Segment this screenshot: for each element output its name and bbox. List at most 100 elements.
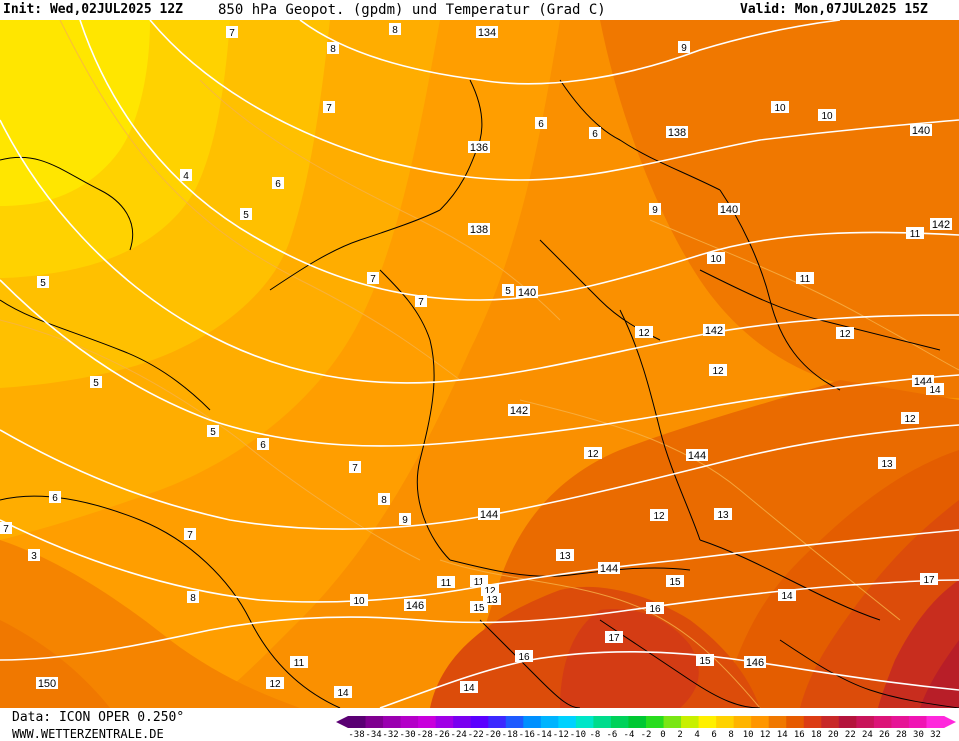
temperature-label: 14 [926,383,944,396]
legend-swatch [523,716,542,728]
temperature-label: 8 [378,493,390,506]
legend-tick-label: 4 [694,730,700,740]
legend-tick-label: -38 [348,730,365,740]
legend-tick-label: -18 [501,730,518,740]
temperature-label: 11 [437,576,455,589]
legend-tick-label: -30 [399,730,416,740]
svg-text:14: 14 [463,683,475,694]
svg-text:5: 5 [93,378,99,389]
temperature-label: 13 [714,508,732,521]
legend-swatch [505,716,524,728]
svg-text:144: 144 [600,563,618,575]
geopotential-label: 134 [476,26,498,39]
svg-text:13: 13 [559,551,571,562]
legend-swatch [435,716,454,728]
svg-text:6: 6 [592,129,598,140]
svg-text:7: 7 [370,274,376,285]
svg-text:150: 150 [38,678,56,690]
geopotential-label: 144 [686,449,708,462]
legend-tick-label: -22 [467,730,484,740]
temperature-label: 7 [184,528,196,541]
geopotential-label-group: 134 136 138 138 140 140 140 142 142 142 … [36,26,952,690]
svg-text:5: 5 [243,210,249,221]
legend-tick-label: -26 [433,730,450,740]
temperature-label: 17 [605,631,623,644]
geopotential-label: 146 [404,599,426,612]
svg-text:12: 12 [712,366,724,377]
legend-swatch [383,716,402,728]
legend-tick-label: 30 [913,730,924,740]
svg-text:12: 12 [653,511,665,522]
temperature-label: 9 [678,41,690,54]
temperature-label: 12 [266,677,284,690]
svg-text:10: 10 [353,596,365,607]
temperature-label: 13 [483,593,501,606]
temperature-label: 5 [90,376,102,389]
legend-tick-label: -32 [382,730,399,740]
temperature-label: 10 [350,594,368,607]
legend-tick-label: 20 [827,730,839,740]
svg-text:12: 12 [904,414,916,425]
temperature-label: 7 [367,272,379,285]
legend-swatch [856,716,875,728]
svg-text:17: 17 [608,633,620,644]
svg-text:142: 142 [932,219,950,231]
temperature-label: 15 [666,575,684,588]
header: Init: Wed,02JUL2025 12Z 850 hPa Geopot. … [0,0,959,20]
legend-swatch [488,716,507,728]
temperature-label: 7 [349,461,361,474]
temperature-label: 12 [836,327,854,340]
temperature-isolines [0,20,959,708]
geopotential-label: 140 [516,286,538,299]
svg-text:10: 10 [821,111,833,122]
legend-swatch [628,716,647,728]
legend-swatch [610,716,629,728]
temperature-label: 12 [709,364,727,377]
temperature-label: 6 [535,117,547,130]
svg-text:11: 11 [294,658,305,669]
svg-text:140: 140 [518,287,536,299]
temperature-label: 7 [323,101,335,114]
temperature-label: 6 [272,177,284,190]
legend-tick-label: -10 [569,730,587,740]
valid-time: Valid: Mon,07JUL2025 15Z [740,2,928,17]
geopotential-label: 150 [36,677,58,690]
legend-swatch [768,716,787,728]
legend-tick-label: 0 [660,730,666,740]
svg-text:16: 16 [649,604,661,615]
temperature-label: 11 [796,272,814,285]
svg-text:12: 12 [484,586,496,597]
legend-swatch [803,716,822,728]
svg-text:6: 6 [275,179,281,190]
legend-tick-label: 6 [711,730,717,740]
svg-text:14: 14 [781,591,793,602]
temperature-label: 3 [28,549,40,562]
geopotential-label: 146 [744,656,766,669]
geopotential-label: 144 [598,562,620,575]
svg-text:5: 5 [40,278,46,289]
legend-tick-label: 26 [878,730,890,740]
geopotential-label: 142 [703,324,725,337]
temperature-label: 7 [415,295,427,308]
svg-text:14: 14 [337,688,349,699]
legend-tick-label: -34 [365,730,382,740]
legend-tick-label: 18 [810,730,822,740]
svg-text:146: 146 [406,600,424,612]
svg-text:9: 9 [402,515,408,526]
legend-tick-label: 8 [728,730,734,740]
legend-tick-label: -8 [589,730,601,740]
init-time: Init: Wed,02JUL2025 12Z [3,2,184,17]
svg-text:134: 134 [478,27,496,39]
temperature-label: 5 [240,208,252,221]
svg-text:146: 146 [746,657,764,669]
geopotential-label: 144 [478,508,500,521]
legend-swatch [926,716,945,728]
svg-text:10: 10 [774,103,786,114]
legend-tick-label: 2 [677,730,683,740]
temperature-label: 5 [207,425,219,438]
color-legend: -38 -34 -32 -30 -28 -26 -24 -22 -20 -18 -16 -14 -12-… [336,714,956,740]
svg-text:144: 144 [688,450,706,462]
svg-text:3: 3 [31,551,37,562]
svg-text:12: 12 [269,679,281,690]
